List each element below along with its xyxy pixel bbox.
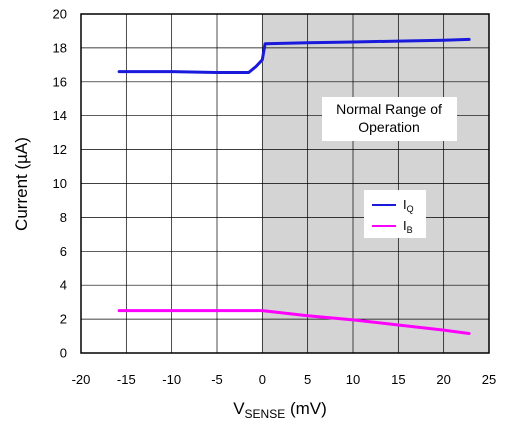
x-tick-label: -20 bbox=[72, 372, 91, 387]
x-axis-title-main: V bbox=[233, 399, 245, 418]
series-line-ib bbox=[117, 309, 471, 335]
annotation-box: Normal Range of Operation bbox=[322, 97, 457, 141]
legend-label-iq: IQ bbox=[403, 197, 414, 214]
x-tick-label: 15 bbox=[391, 372, 405, 387]
y-tick-label: 0 bbox=[60, 346, 67, 361]
annotation-line-1: Normal Range of bbox=[336, 101, 442, 117]
series-lines bbox=[117, 37, 471, 335]
y-tick-label: 8 bbox=[60, 210, 67, 225]
y-tick-label: 12 bbox=[53, 142, 67, 157]
x-tick-label: -5 bbox=[211, 372, 223, 387]
y-tick-label: 4 bbox=[60, 278, 67, 293]
series-line-iq bbox=[117, 37, 471, 74]
legend-label-ib-main: I bbox=[403, 218, 407, 233]
x-axis-title-unit: (mV) bbox=[285, 399, 327, 418]
x-tick-label: 20 bbox=[436, 372, 450, 387]
x-tick-label: -10 bbox=[162, 372, 181, 387]
x-tick-label: -15 bbox=[117, 372, 136, 387]
y-axis-title: Current (µA) bbox=[12, 137, 31, 231]
annotation-background bbox=[322, 97, 457, 141]
x-tick-labels: -20 -15 -10 -5 0 5 10 15 20 25 bbox=[72, 372, 497, 387]
y-tick-label: 6 bbox=[60, 244, 67, 259]
y-tick-label: 20 bbox=[53, 7, 67, 22]
legend-label-ib: IB bbox=[403, 218, 413, 235]
y-tick-label: 10 bbox=[53, 176, 67, 191]
annotation-line-2: Operation bbox=[358, 119, 419, 135]
plot-frame bbox=[80, 13, 490, 354]
y-tick-labels: 0 2 4 6 8 10 12 14 16 18 20 bbox=[53, 7, 67, 361]
legend-label-ib-sub: B bbox=[407, 225, 413, 235]
legend-label-iq-main: I bbox=[403, 197, 407, 212]
x-tick-label: 0 bbox=[259, 372, 266, 387]
x-axis-title: VSENSE (mV) bbox=[233, 399, 327, 421]
x-tick-label: 5 bbox=[304, 372, 311, 387]
y-tick-label: 14 bbox=[53, 108, 67, 123]
x-tick-label: 10 bbox=[346, 372, 360, 387]
y-tick-label: 16 bbox=[53, 74, 67, 89]
x-axis-title-subscript: SENSE bbox=[245, 407, 286, 421]
legend-background bbox=[364, 190, 426, 238]
legend-label-iq-sub: Q bbox=[407, 204, 414, 214]
plot-border bbox=[80, 13, 490, 354]
grid-lines bbox=[81, 14, 489, 353]
legend: IQ IB bbox=[364, 190, 426, 238]
y-tick-label: 18 bbox=[53, 40, 67, 55]
x-tick-label: 25 bbox=[482, 372, 496, 387]
y-tick-label: 2 bbox=[60, 312, 67, 327]
